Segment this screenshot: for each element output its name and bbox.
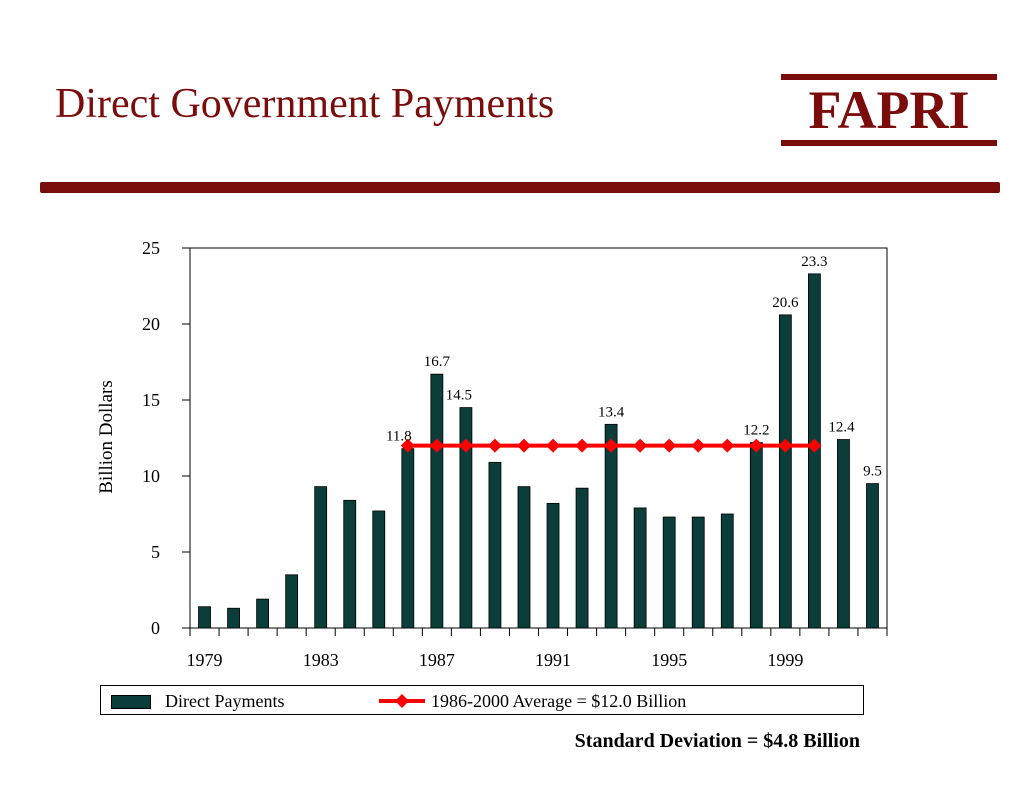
bar	[285, 574, 299, 629]
standard-deviation-note: Standard Deviation = $4.8 Billion	[574, 730, 860, 752]
average-point	[400, 438, 415, 453]
average-point	[516, 438, 531, 453]
legend-label-direct-payments: Direct Payments	[165, 691, 285, 711]
logo-top-rule	[781, 74, 997, 80]
average-point	[778, 438, 793, 453]
y-axis-label: Billion Dollars	[96, 380, 117, 493]
data-label: 16.7	[424, 354, 451, 370]
bar	[488, 461, 502, 629]
data-label: 9.5	[863, 464, 882, 480]
bar	[372, 510, 386, 629]
average-point	[546, 438, 561, 453]
bar	[256, 598, 270, 629]
average-point	[458, 438, 473, 453]
bar	[837, 439, 850, 629]
y-tick-label: 10	[142, 466, 160, 486]
average-point	[662, 438, 677, 453]
x-tick-label: 1991	[535, 650, 571, 670]
x-tick-label: 1987	[419, 650, 455, 670]
data-label: 14.5	[446, 388, 472, 404]
data-label: 12.2	[743, 423, 769, 439]
bar	[546, 502, 560, 629]
legend-swatch-average	[379, 694, 425, 708]
y-tick-label: 15	[142, 390, 160, 410]
average-point	[749, 438, 764, 453]
y-axis: 0 5 10 15 20 25	[142, 238, 190, 638]
legend: Direct Payments 1986-2000 Average = $12.…	[100, 685, 864, 715]
bar	[604, 423, 618, 629]
logo-text: FAPRI	[808, 80, 970, 140]
bar	[459, 407, 473, 629]
bar	[314, 486, 328, 629]
data-label: 12.4	[828, 420, 855, 436]
bar	[749, 442, 763, 629]
bar	[720, 513, 734, 629]
logo-bottom-rule	[781, 140, 997, 146]
bar	[430, 373, 444, 629]
average-point	[575, 438, 590, 453]
bar	[778, 314, 792, 629]
data-label: 13.4	[598, 404, 625, 420]
average-point	[807, 438, 822, 453]
bar	[343, 499, 357, 629]
x-tick-label: 1995	[651, 650, 687, 670]
legend-label-average: 1986-2000 Average = $12.0 Billion	[431, 691, 687, 711]
bar	[691, 516, 705, 629]
average-point	[604, 438, 619, 453]
header-divider	[40, 182, 1000, 193]
bar	[517, 486, 531, 629]
bar	[662, 516, 676, 629]
average-point	[633, 438, 648, 453]
bar	[633, 507, 647, 629]
average-point	[720, 438, 735, 453]
average-point	[429, 438, 444, 453]
x-axis: 1979 1983 1987 1991 1995 1999	[187, 628, 888, 670]
average-line	[400, 438, 822, 453]
y-tick-label: 20	[142, 314, 160, 334]
x-tick-label: 1979	[187, 650, 223, 670]
legend-swatch-bars	[111, 695, 151, 709]
average-point	[487, 438, 502, 453]
data-labels: 11.8 16.7 14.5 13.4 12.2 20.6 23.3 12.4 9.5	[386, 254, 882, 480]
x-tick-label: 1983	[303, 650, 339, 670]
data-label: 11.8	[386, 429, 412, 445]
bars	[198, 273, 879, 629]
y-tick-label: 0	[151, 618, 160, 638]
x-tick-label: 1999	[767, 650, 803, 670]
y-tick-label: 5	[151, 542, 160, 562]
data-label: 20.6	[772, 295, 799, 311]
bar	[866, 483, 879, 629]
page-title: Direct Government Payments	[55, 81, 555, 127]
data-label: 23.3	[801, 254, 827, 270]
bar	[575, 487, 589, 629]
bar	[401, 448, 415, 629]
y-tick-label: 25	[142, 238, 160, 258]
average-point	[691, 438, 706, 453]
bar	[227, 607, 240, 629]
bar	[198, 606, 211, 629]
